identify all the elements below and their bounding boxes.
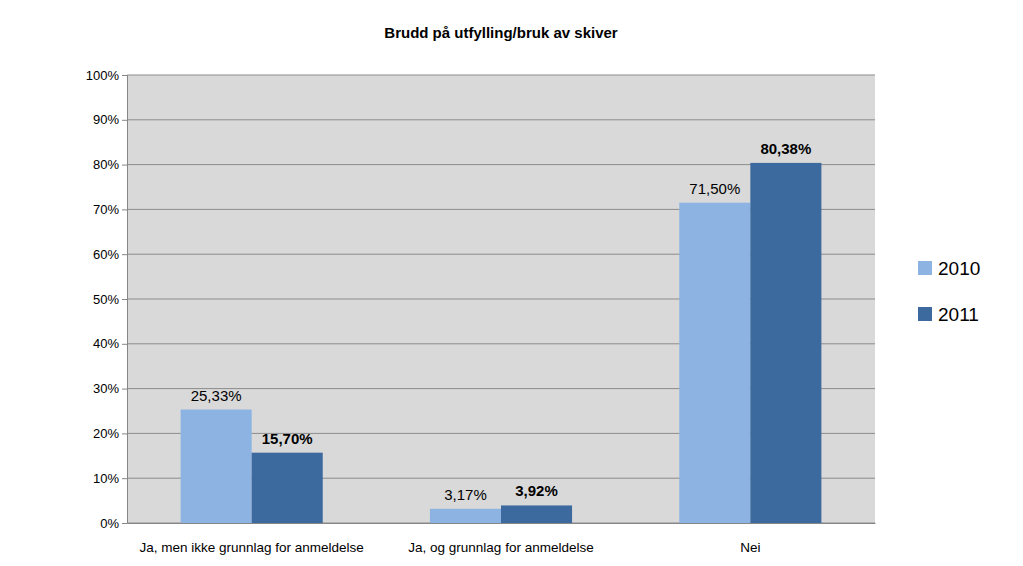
y-tick-mark	[122, 478, 127, 479]
y-tick-label: 40%	[93, 336, 119, 351]
y-tick: 70%	[93, 202, 127, 217]
y-tick: 60%	[93, 247, 127, 262]
legend-item: 2011	[918, 304, 979, 325]
x-axis-line	[128, 523, 876, 524]
y-tick: 90%	[93, 112, 127, 127]
y-tick-label: 70%	[93, 202, 119, 217]
y-tick: 40%	[93, 336, 127, 351]
x-tick-label: Ja, men ikke grunnlag for anmeldelse	[139, 540, 363, 555]
y-tick-label: 60%	[93, 247, 119, 262]
x-tick-label: Nei	[740, 540, 760, 555]
y-axis: 0% 10% 20% 30% 40% 50% 60% 70% 80% 90% 100%	[86, 68, 128, 531]
legend-swatch	[918, 261, 932, 275]
y-tick-label: 100%	[86, 68, 120, 83]
data-label: 80,38%	[760, 140, 811, 157]
grid-line	[127, 75, 875, 76]
y-tick: 100%	[86, 68, 127, 83]
y-tick-mark	[122, 433, 127, 434]
legend-label: 2010	[938, 258, 980, 279]
legend-item: 2010	[918, 258, 980, 279]
y-tick-mark	[122, 75, 127, 76]
data-label: 15,70%	[262, 430, 313, 447]
y-tick-label: 80%	[93, 157, 119, 172]
y-tick: 0%	[100, 516, 127, 531]
y-tick-mark	[122, 165, 127, 166]
y-tick: 80%	[93, 157, 127, 172]
y-tick-label: 10%	[93, 471, 119, 486]
y-tick-label: 0%	[100, 516, 119, 531]
x-tick-label: Ja, og grunnlag for anmeldelse	[408, 540, 593, 555]
legend-label: 2011	[938, 304, 979, 325]
legend-swatch	[918, 307, 932, 321]
y-axis-line	[122, 76, 128, 524]
y-tick-mark	[122, 254, 127, 255]
plot-background	[127, 75, 875, 523]
data-label: 25,33%	[191, 387, 242, 404]
data-labels: 25,33% 3,17% 71,50% 15,70% 3,92% 80,38%	[191, 140, 812, 503]
bar	[501, 505, 572, 523]
plot-area: 25,33% 3,17% 71,50% 15,70% 3,92% 80,38% 0% 10% 2…	[86, 68, 876, 555]
x-tick: Ja, men ikke grunnlag for anmeldelse	[139, 523, 363, 555]
grid	[127, 75, 875, 523]
y-tick-label: 20%	[93, 426, 119, 441]
data-label: 3,92%	[515, 482, 558, 499]
chart-title: Brudd på utfylling/bruk av skiver	[384, 24, 618, 41]
y-tick-mark	[122, 523, 127, 524]
bar	[679, 203, 750, 523]
y-tick-mark	[122, 344, 127, 345]
data-label: 3,17%	[444, 486, 487, 503]
y-tick-label: 90%	[93, 112, 119, 127]
y-tick-mark	[122, 209, 127, 210]
y-tick-mark	[122, 389, 127, 390]
y-tick-mark	[122, 299, 127, 300]
x-axis: Ja, men ikke grunnlag for anmeldelse Ja, …	[128, 523, 876, 555]
y-tick: 50%	[93, 292, 127, 307]
data-label: 71,50%	[689, 180, 740, 197]
legend: 2010 2011	[918, 258, 980, 325]
bar	[430, 509, 501, 523]
bars	[181, 163, 822, 523]
bar	[181, 410, 252, 523]
chart-svg: Brudd på utfylling/bruk av skiver 25,33% 3…	[0, 0, 1023, 566]
bar	[252, 453, 323, 523]
grid-line	[127, 119, 875, 120]
x-tick: Nei	[740, 523, 760, 555]
bar	[750, 163, 821, 523]
y-tick: 30%	[93, 381, 127, 396]
y-tick: 10%	[93, 471, 127, 486]
y-tick-label: 30%	[93, 381, 119, 396]
chart-container: Brudd på utfylling/bruk av skiver 25,33% 3…	[0, 0, 1023, 566]
y-tick-mark	[122, 120, 127, 121]
x-tick: Ja, og grunnlag for anmeldelse	[408, 523, 593, 555]
y-tick: 20%	[93, 426, 127, 441]
y-tick-label: 50%	[93, 292, 119, 307]
